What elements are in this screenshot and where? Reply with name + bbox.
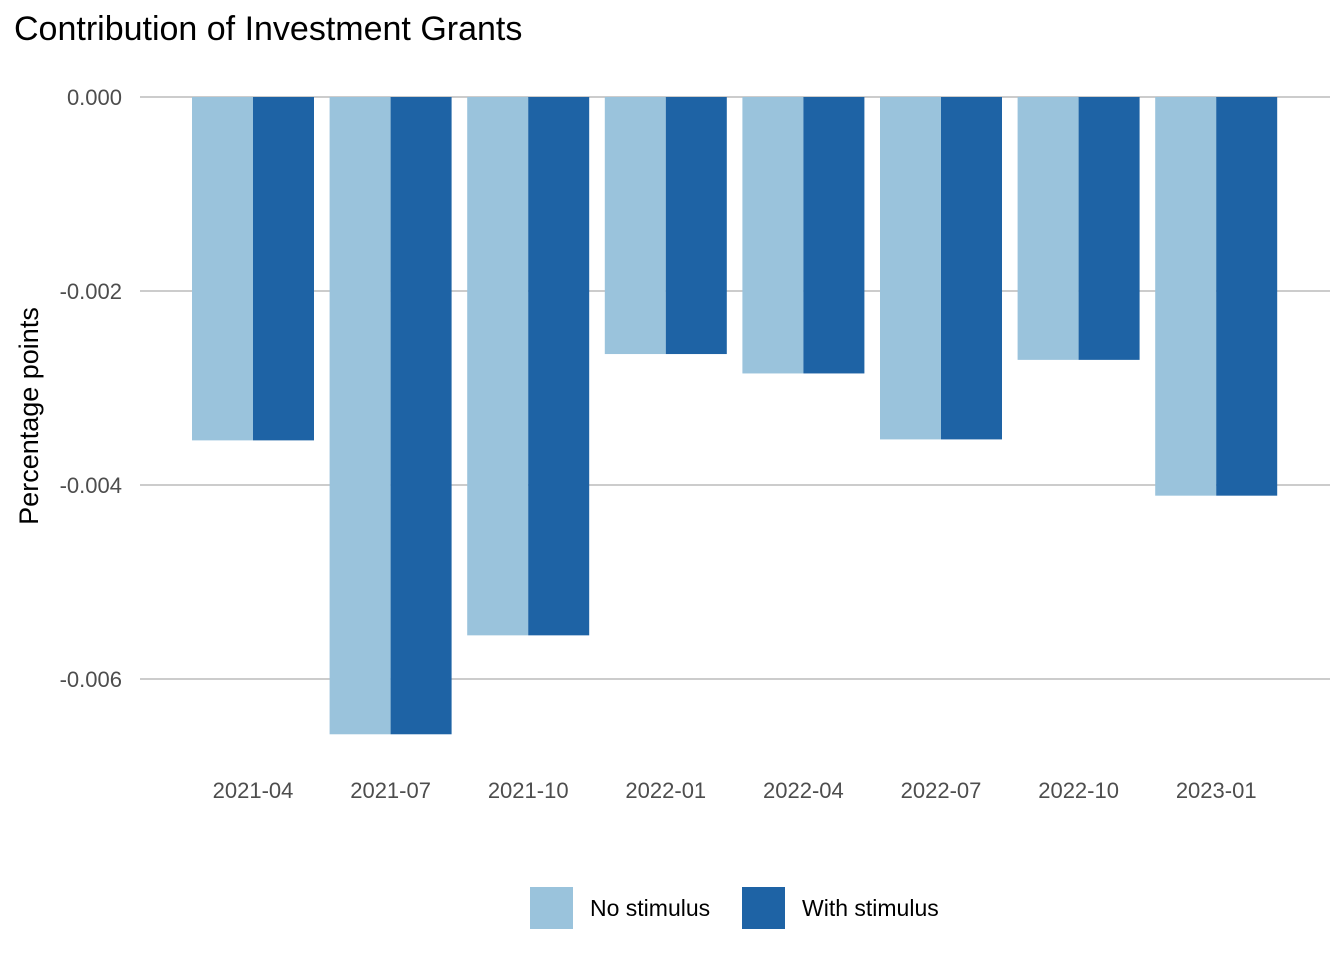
bar-no-stimulus — [192, 97, 253, 441]
bar-with-stimulus — [253, 97, 314, 441]
y-axis-title: Percentage points — [14, 307, 44, 525]
legend-key — [530, 887, 573, 929]
bar-no-stimulus — [1017, 97, 1079, 360]
bar-no-stimulus — [329, 97, 391, 735]
legend: No stimulus With stimulus — [530, 887, 939, 929]
bars — [192, 97, 1278, 735]
x-tick-label: 2021-10 — [488, 778, 569, 803]
bar-with-stimulus — [941, 97, 1002, 440]
bar-with-stimulus — [528, 97, 590, 636]
x-tick-label: 2022-10 — [1038, 778, 1119, 803]
x-tick-label: 2022-04 — [763, 778, 844, 803]
legend-label: With stimulus — [802, 895, 939, 921]
y-tick-label: -0.002 — [60, 279, 122, 304]
bar-with-stimulus — [390, 97, 452, 735]
bar-no-stimulus — [742, 97, 804, 374]
bar-with-stimulus — [665, 97, 727, 355]
bar-no-stimulus — [880, 97, 941, 440]
legend-key — [742, 887, 785, 929]
legend-label: No stimulus — [590, 895, 710, 921]
y-tick-label: -0.006 — [60, 667, 122, 692]
bar-no-stimulus — [604, 97, 666, 355]
bar-no-stimulus — [467, 97, 529, 636]
x-tick-label: 2021-07 — [350, 778, 431, 803]
chart-title: Contribution of Investment Grants — [14, 10, 523, 48]
x-tick-labels: 2021-04 2021-07 2021-10 2022-01 2022-04 2022-… — [213, 778, 1257, 803]
x-tick-label: 2022-01 — [625, 778, 706, 803]
bar-with-stimulus — [803, 97, 865, 374]
bar-with-stimulus — [1216, 97, 1278, 496]
bar-no-stimulus — [1155, 97, 1217, 496]
x-tick-label: 2022-07 — [901, 778, 982, 803]
gridlines — [140, 96, 1330, 680]
x-tick-label: 2021-04 — [213, 778, 294, 803]
y-tick-label: -0.004 — [60, 473, 122, 498]
x-tick-label: 2023-01 — [1176, 778, 1257, 803]
y-tick-label: 0.000 — [67, 85, 122, 110]
bar-with-stimulus — [1078, 97, 1140, 360]
y-tick-labels: 0.000 -0.002 -0.004 -0.006 — [60, 85, 122, 692]
